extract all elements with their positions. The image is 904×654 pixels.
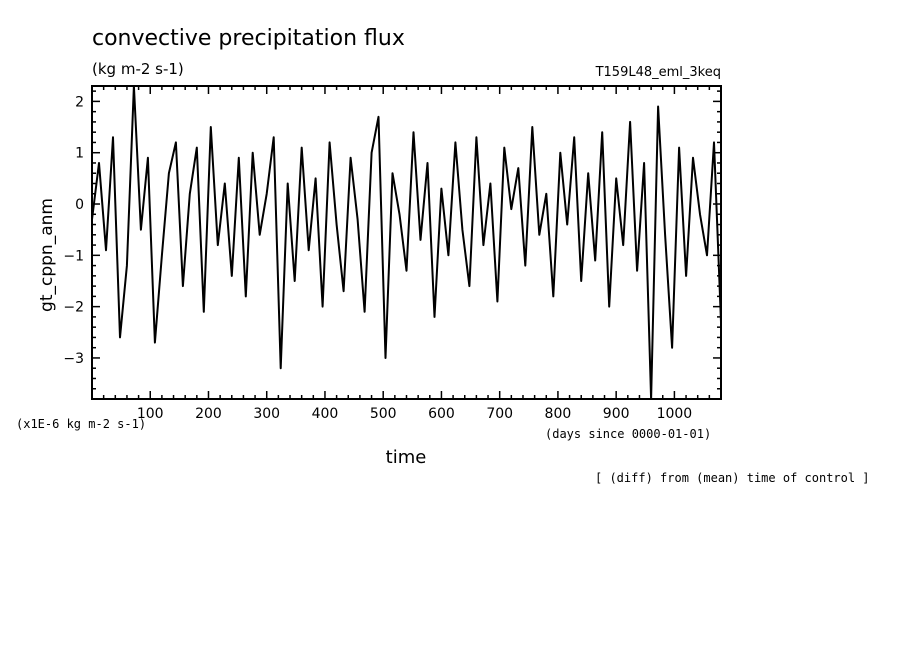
x-tick-label: 1000 [657,406,693,422]
x-tick-label: 500 [370,406,397,422]
x-tick-label: 800 [545,406,572,422]
y-tick-label: 2 [75,94,84,110]
y-tick-label: 1 [75,146,84,162]
x-tick-label: 300 [253,406,280,422]
series-line [91,85,722,400]
y-axis-label: gt_cppn_anm [37,198,57,312]
y-tick-labels: 2 1 0 −1 −2 −3 [63,94,84,367]
plot-frame [91,85,722,400]
x-units-label: (days since 0000-01-01) [545,427,711,441]
run-label: T159L48_eml_3keq [595,65,721,80]
chart-title: convective precipitation flux [92,26,405,51]
chart-subtitle: (kg m-2 s-1) [92,60,184,78]
y-tick-label: −2 [63,300,84,316]
x-tick-label: 200 [195,406,222,422]
y-tick-label: −1 [63,248,84,264]
footnote: [ (diff) from (mean) time of control ] [595,471,870,485]
x-tick-label: 600 [428,406,455,422]
y-tick-label: −3 [63,351,84,367]
x-tick-label: 100 [137,406,164,422]
x-tick-label: 900 [603,406,630,422]
x-tick-label: 700 [486,406,513,422]
x-tick-labels: 100 200 300 400 500 600 700 800 900 1000 [137,406,692,422]
x-axis-label: time [386,447,427,468]
x-tick-label: 400 [312,406,339,422]
y-tick-label: 0 [75,197,84,213]
y-units-label: (x1E-6 kg m-2 s-1) [16,417,146,431]
